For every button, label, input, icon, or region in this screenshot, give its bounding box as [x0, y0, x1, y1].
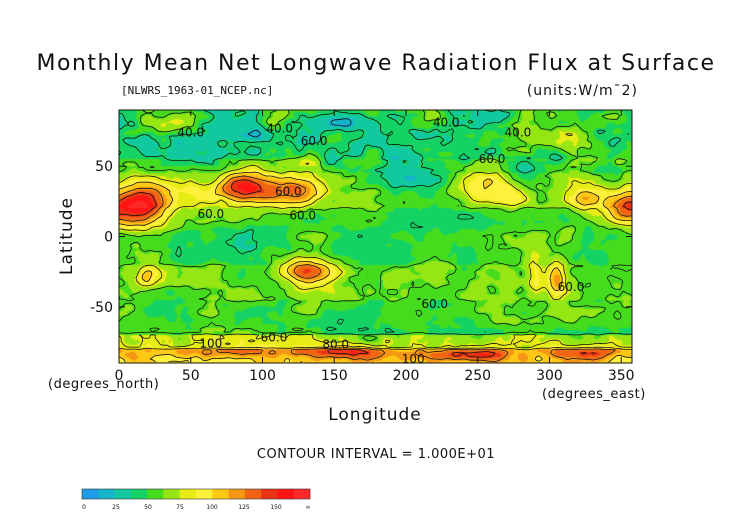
colorbar-swatch [293, 489, 311, 499]
y-tick-label: 0 [104, 230, 113, 246]
contour-label: 100 [199, 336, 222, 350]
contour-labels: 40.0 40.0 60.0 60.0 60.0 60.0 40.0 40.0 60.0 60.0… [177, 116, 584, 366]
colorbar-tick-label: ∞ [306, 504, 311, 511]
contour-label: 40.0 [177, 125, 204, 139]
colorbar-swatch [196, 489, 213, 499]
contour-label: 60.0 [421, 297, 448, 311]
x-tick-label: 150 [321, 368, 348, 384]
x-tick-label: 0 [115, 368, 124, 384]
contour-label: 60.0 [479, 152, 506, 166]
x-tick-label: 350 [608, 368, 635, 384]
x-tick-label: 50 [182, 368, 200, 384]
colorbar-swatch [98, 489, 115, 499]
file-label: [NLWRS_1963-01_NCEP.nc] [121, 84, 273, 97]
heatmap-field [119, 110, 632, 363]
colorbar-tick-label: 150 [270, 504, 282, 511]
colorbar-swatch [179, 489, 197, 499]
contour-label: 100 [402, 352, 425, 366]
contour-level [248, 118, 352, 138]
contour-label: 60.0 [301, 134, 328, 148]
x-tick-label: 300 [536, 368, 563, 384]
colorbar-swatch [228, 489, 246, 499]
contour-label: 40.0 [266, 121, 293, 135]
contour-level [119, 171, 632, 363]
y-axis-label: Latitude [57, 197, 77, 275]
colorbar-swatch [130, 489, 148, 499]
colorbar-swatch [277, 489, 295, 499]
colorbar-swatch [163, 489, 181, 499]
colorbar-frame [81, 488, 311, 500]
contour-label: 60.0 [275, 185, 302, 199]
units-label: (units:W/m¯2) [527, 83, 638, 99]
contour-label: 60.0 [261, 331, 288, 345]
contour-label: 80.0 [322, 338, 349, 352]
colorbar-swatch [82, 489, 99, 499]
colorbar-swatch [114, 489, 132, 499]
contour-interval-note: CONTOUR INTERVAL = 1.000E+01 [257, 447, 495, 462]
colorbar-swatch [147, 489, 164, 499]
x-unit-label: (degrees_east) [542, 387, 646, 402]
colorbar-tick-label: 75 [176, 504, 184, 511]
colorbar-tick-label: 125 [238, 504, 250, 511]
y-tick-label: -50 [90, 300, 113, 316]
x-tick-label: 250 [464, 368, 491, 384]
y-axis: 50 0 -50 [90, 159, 632, 316]
colorbar-tick-label: 25 [112, 504, 120, 511]
y-unit-label: (degrees_north) [48, 377, 159, 392]
colorbar-tick-label: 100 [206, 504, 218, 511]
x-tick-label: 200 [393, 368, 420, 384]
x-tick-label: 100 [249, 368, 276, 384]
contour-label: 60.0 [289, 208, 316, 222]
chart-title: Monthly Mean Net Longwave Radiation Flux… [37, 51, 716, 76]
contour-label: 60.0 [558, 280, 585, 294]
contour-label: 40.0 [505, 125, 532, 139]
contour-level [119, 133, 632, 349]
colorbar-tick-label: 0 [82, 504, 86, 511]
x-axis: 0 50 100 150 200 250 300 350 [115, 110, 635, 384]
contour-label: 40.0 [433, 116, 460, 130]
contour-label: 60.0 [197, 207, 224, 221]
y-tick-label: 50 [95, 159, 113, 175]
plot-area: 40.0 40.0 60.0 60.0 60.0 60.0 40.0 40.0 60.0 60.0… [118, 109, 633, 366]
contour-level [119, 175, 632, 362]
contour-level [119, 179, 632, 358]
colorbar-swatch [212, 489, 229, 499]
colorbar: 0 25 50 75 100 125 150 ∞ [81, 488, 311, 511]
colorbar-tick-label: 50 [144, 504, 152, 511]
colorbar-swatch [244, 489, 262, 499]
contour-lines [119, 110, 632, 363]
contour-level [119, 110, 632, 333]
x-axis-label: Longitude [328, 405, 422, 425]
colorbar-swatch [261, 489, 278, 499]
